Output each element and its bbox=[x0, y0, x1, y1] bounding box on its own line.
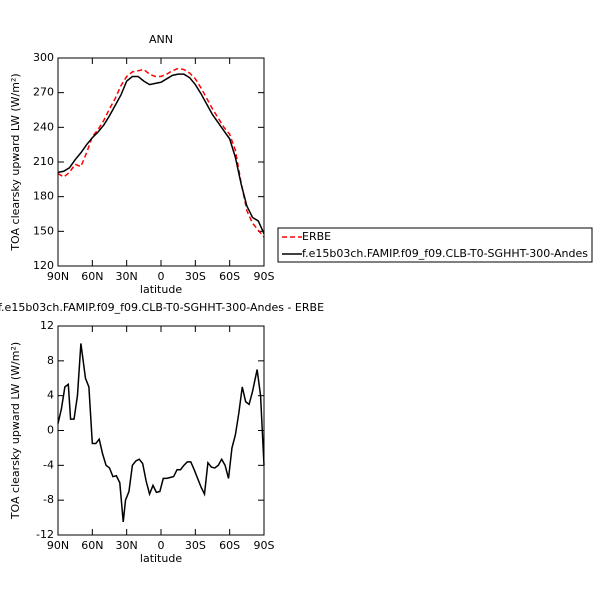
y-tick-label: 12 bbox=[40, 319, 54, 332]
y-axis-label: TOA clearsky upward LW (W/m²) bbox=[9, 342, 22, 520]
x-tick-label: 60N bbox=[81, 539, 103, 552]
y-axis-label: TOA clearsky upward LW (W/m²) bbox=[9, 73, 22, 251]
y-tick-label: 150 bbox=[33, 224, 54, 237]
y-tick-label: -12 bbox=[36, 528, 54, 541]
x-tick-label: 30S bbox=[185, 539, 206, 552]
x-tick-label: 0 bbox=[158, 270, 165, 283]
y-tick-label: 120 bbox=[33, 259, 54, 272]
series-line bbox=[57, 67, 265, 238]
x-axis-label: latitude bbox=[140, 283, 182, 296]
x-tick-label: 90N bbox=[47, 270, 69, 283]
chart-title: f.e15b03ch.FAMIP.f09_f09.CLB-T0-SGHHT-30… bbox=[0, 301, 324, 314]
y-tick-label: 240 bbox=[33, 120, 54, 133]
x-tick-label: 60N bbox=[81, 270, 103, 283]
x-tick-label: 60S bbox=[219, 270, 240, 283]
y-tick-label: -8 bbox=[43, 493, 54, 506]
legend-label: ERBE bbox=[302, 230, 331, 243]
x-tick-label: 30N bbox=[116, 270, 138, 283]
y-tick-label: 300 bbox=[33, 51, 54, 64]
plot-frame bbox=[57, 57, 265, 267]
y-tick-label: 8 bbox=[47, 354, 54, 367]
y-tick-label: 180 bbox=[33, 190, 54, 203]
x-tick-label: 60S bbox=[219, 539, 240, 552]
y-tick-label: 4 bbox=[47, 389, 54, 402]
plot-frame bbox=[57, 325, 265, 536]
x-axis-label: latitude bbox=[140, 552, 182, 565]
x-tick-label: 90N bbox=[47, 539, 69, 552]
legend-label: f.e15b03ch.FAMIP.f09_f09.CLB-T0-SGHHT-30… bbox=[302, 247, 588, 260]
y-tick-label: 270 bbox=[33, 86, 54, 99]
legend-box bbox=[277, 227, 593, 263]
x-tick-label: 30S bbox=[185, 270, 206, 283]
y-tick-label: 0 bbox=[47, 424, 54, 437]
y-tick-label: -4 bbox=[43, 458, 54, 471]
x-tick-label: 90S bbox=[254, 539, 275, 552]
x-tick-label: 30N bbox=[116, 539, 138, 552]
y-tick-label: 210 bbox=[33, 155, 54, 168]
chart-title: ANN bbox=[149, 33, 173, 46]
x-tick-label: 90S bbox=[254, 270, 275, 283]
series-line bbox=[57, 73, 265, 234]
series-line bbox=[57, 343, 265, 523]
x-tick-label: 0 bbox=[158, 539, 165, 552]
